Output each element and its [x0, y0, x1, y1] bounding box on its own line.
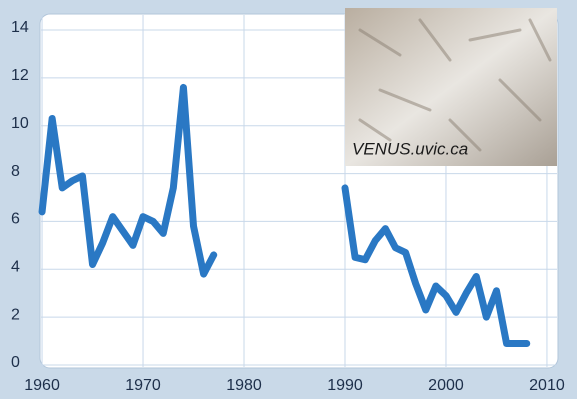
y-tick-label: 6	[11, 211, 20, 228]
y-tick-label: 4	[11, 259, 20, 276]
y-tick-label: 14	[11, 19, 29, 36]
x-tick-label: 2010	[529, 377, 565, 394]
photo-inset	[345, 8, 557, 166]
x-tick-label: 2000	[428, 377, 464, 394]
image-credit: VENUS.uvic.ca	[352, 139, 468, 158]
x-tick-label: 1960	[24, 377, 60, 394]
x-tick-label: 1990	[327, 377, 363, 394]
y-tick-label: 2	[11, 306, 20, 323]
photo-texture	[358, 18, 552, 152]
x-tick-label: 1980	[226, 377, 262, 394]
data-line	[38, 83, 218, 278]
y-tick-label: 8	[11, 163, 20, 180]
y-tick-label: 0	[11, 354, 20, 371]
y-tick-label: 10	[11, 115, 29, 132]
x-tick-label: 1970	[125, 377, 161, 394]
y-tick-label: 12	[11, 67, 29, 84]
data-line	[341, 184, 531, 347]
